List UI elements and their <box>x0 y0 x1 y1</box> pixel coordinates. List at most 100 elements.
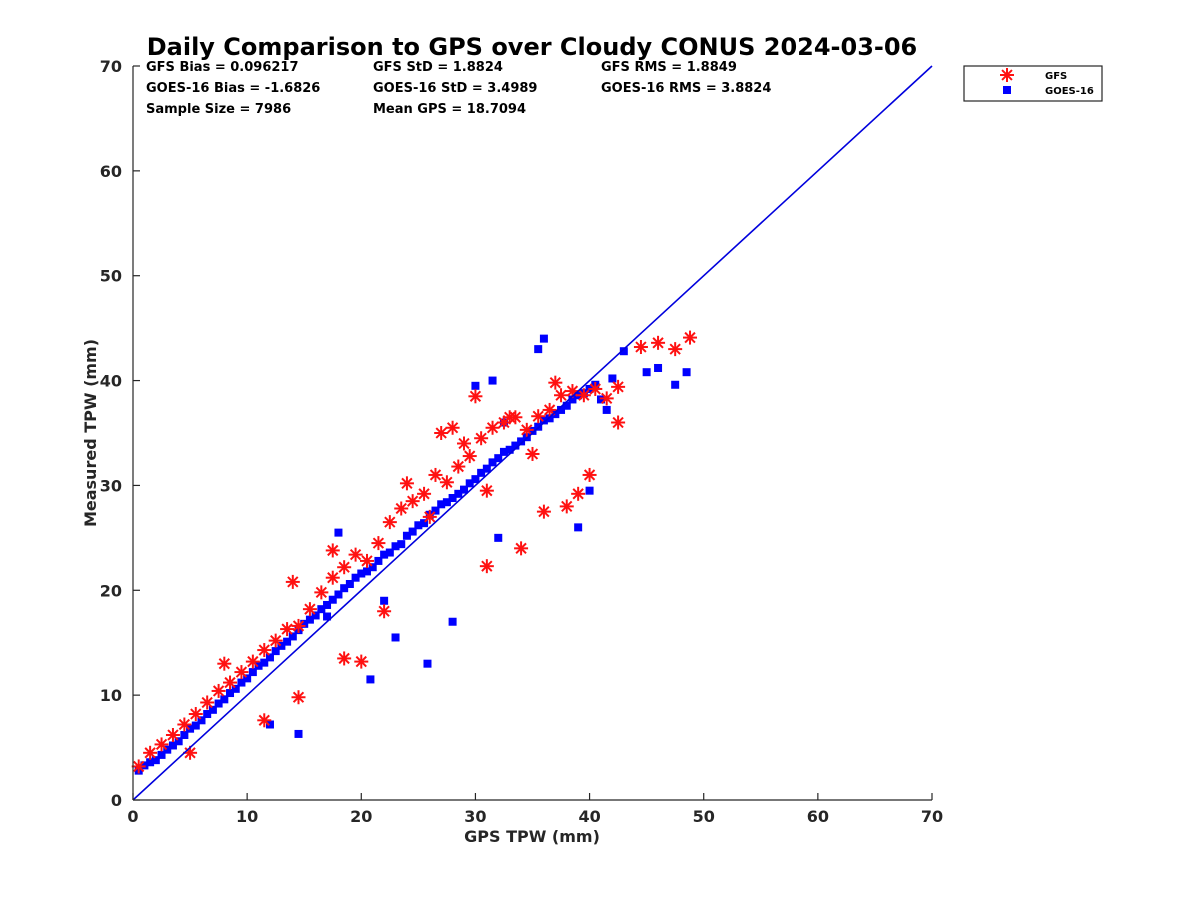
goes-16-point <box>488 376 497 385</box>
gfs-point <box>354 654 369 669</box>
goes-16-point <box>420 519 429 528</box>
y-tick-label: 0 <box>111 791 122 810</box>
stats-annotations: GFS Bias = 0.096217 GFS StD = 1.8824 GFS R… <box>146 60 771 117</box>
goes-16-point <box>471 475 480 484</box>
goes-16-point <box>408 527 417 536</box>
gfs-point <box>633 340 648 355</box>
gfs-point <box>131 759 146 774</box>
x-axis-label: GPS TPW (mm) <box>464 827 600 846</box>
goes-16-point <box>366 675 375 684</box>
goes-16-point <box>539 334 548 343</box>
gfs-point <box>154 737 169 752</box>
goes-16-point <box>334 528 343 537</box>
goes-16-point <box>423 659 432 668</box>
gfs-point <box>428 467 443 482</box>
goes-16-point <box>174 737 183 746</box>
gfs-point <box>439 475 454 490</box>
legend-gfs-asterisk <box>1000 68 1014 82</box>
stat-r0-c1: GFS StD = 1.8824 <box>373 60 503 75</box>
gfs-point <box>611 379 626 394</box>
gfs-point <box>536 504 551 519</box>
goes-16-point <box>528 426 537 435</box>
goes-16-point <box>385 548 394 557</box>
goes-16-point <box>271 647 280 656</box>
goes-16-point <box>557 405 566 414</box>
gfs-point <box>485 420 500 435</box>
goes-16-point <box>368 563 377 572</box>
goes-16-point <box>402 531 411 540</box>
gfs-point <box>434 426 449 440</box>
goes-16-point <box>277 641 286 650</box>
goes-16-point <box>574 523 583 532</box>
goes-16-point <box>442 498 451 507</box>
gfs-point <box>268 633 283 648</box>
gfs-point <box>576 388 591 403</box>
goes-16-point <box>477 468 486 477</box>
gfs-point <box>599 391 614 406</box>
gfs-point <box>479 483 494 498</box>
goes-16-point <box>323 600 332 609</box>
y-tick-label: 50 <box>100 267 122 286</box>
y-tick-label: 40 <box>100 372 122 391</box>
legend: GFS GOES-16 <box>963 65 1103 102</box>
stat-r0-c0: GFS Bias = 0.096217 <box>146 60 299 75</box>
gfs-point <box>143 745 158 760</box>
gfs-point <box>548 375 563 390</box>
goes-16-point <box>157 750 166 759</box>
goes-16-point <box>168 741 177 750</box>
gfs-point <box>457 436 472 451</box>
gfs-point <box>422 509 437 524</box>
goes-16-point <box>380 596 389 605</box>
x-ticks: 0 10 20 30 40 50 60 70 <box>127 793 943 826</box>
goes-16-point <box>248 668 257 677</box>
gfs-point <box>337 560 352 575</box>
goes-16-point <box>197 716 206 725</box>
gfs-point <box>371 536 386 551</box>
gfs-point <box>348 547 363 562</box>
gfs-point <box>165 727 180 742</box>
x-tick-label: 20 <box>350 807 372 826</box>
gfs-point <box>542 402 557 417</box>
gfs-point <box>582 467 597 482</box>
gfs-point <box>474 431 489 446</box>
y-ticks: 0 10 20 30 40 50 60 70 <box>100 57 140 810</box>
gfs-point <box>359 553 374 568</box>
goes-16-point <box>311 611 320 620</box>
goes-16-point <box>602 405 611 414</box>
goes-16-point <box>511 441 520 450</box>
goes-16-point <box>454 489 463 498</box>
gfs-point <box>377 604 392 619</box>
gfs-point <box>468 389 483 404</box>
goes-16-point <box>140 761 149 770</box>
goes-16-point <box>208 705 217 714</box>
goes-16-point <box>517 437 526 446</box>
gfs-point <box>519 422 534 437</box>
stat-r1-c1: GOES-16 StD = 3.4989 <box>373 81 537 96</box>
x-tick-label: 30 <box>464 807 486 826</box>
goes-16-point <box>460 485 469 494</box>
goes-16-point <box>568 395 577 404</box>
goes-16-point <box>260 658 269 667</box>
goes-16-point <box>323 612 332 621</box>
gfs-point <box>502 410 517 425</box>
goes-16-point <box>231 684 240 693</box>
goes-16-point <box>203 710 212 719</box>
y-tick-label: 10 <box>100 686 122 705</box>
goes-16-point <box>334 590 343 599</box>
goes-16-point <box>362 567 371 576</box>
gfs-point <box>394 501 409 516</box>
gfs-point <box>479 559 494 574</box>
goes-16-point <box>226 689 235 698</box>
goes-16-point <box>596 395 605 404</box>
goes-16-point <box>237 678 246 687</box>
gfs-point <box>291 690 306 705</box>
goes-16-point <box>471 381 480 390</box>
gfs-point <box>668 342 683 357</box>
gfs-point <box>451 459 466 474</box>
goes-16-point <box>654 363 663 372</box>
series-gfs <box>131 330 698 774</box>
y-tick-label: 20 <box>100 581 122 600</box>
one-to-one-line <box>132 65 933 801</box>
legend-goes-16-label: GOES-16 <box>1045 86 1094 97</box>
